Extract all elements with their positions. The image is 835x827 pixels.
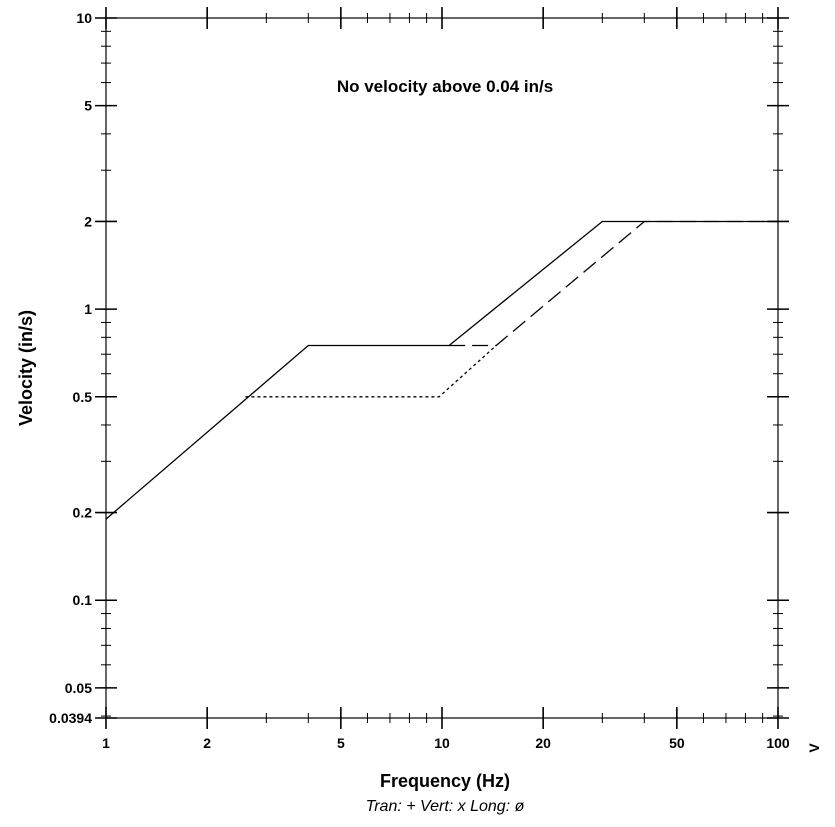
plot-frame — [105, 17, 779, 719]
y-tick-label: 1 — [84, 301, 92, 317]
y-tick-label: 0.05 — [65, 680, 92, 696]
x-tick-label: 20 — [535, 735, 551, 751]
y-tick-label: 2 — [84, 213, 92, 229]
x-tick-label: 5 — [337, 735, 345, 751]
x-tick-label: 1 — [102, 735, 110, 751]
y-tick-label: 0.5 — [73, 389, 93, 405]
series-group — [105, 220, 778, 520]
series-legend: Tran: + Vert: x Long: ø — [366, 798, 525, 815]
y-tick-label: 10 — [76, 10, 92, 26]
y-tick-label: 0.0394 — [49, 710, 92, 726]
tick-marks — [95, 7, 789, 729]
y-tick-label: 0.1 — [73, 592, 93, 608]
series-line-solid — [105, 220, 778, 520]
y-tick-label: 5 — [84, 98, 92, 114]
axis-end-marker: V — [806, 743, 822, 753]
x-tick-label: 50 — [669, 735, 685, 751]
x-tick-label: 2 — [203, 735, 211, 751]
x-tick-label: 100 — [766, 735, 790, 751]
series-line-dashed — [449, 220, 778, 347]
tick-labels: 1 2 5 10 20 50 100 0.0394 0.05 0.1 0.2 0.5 1 2 5 10 — [49, 10, 790, 751]
series-line-dotted — [245, 345, 497, 398]
x-tick-label: 10 — [434, 735, 450, 751]
y-tick-label: 0.2 — [73, 505, 93, 521]
x-axis-title: Frequency (Hz) — [380, 771, 510, 791]
chart-annotation: No velocity above 0.04 in/s — [337, 77, 553, 96]
y-axis-title: Velocity (in/s) — [16, 310, 36, 426]
